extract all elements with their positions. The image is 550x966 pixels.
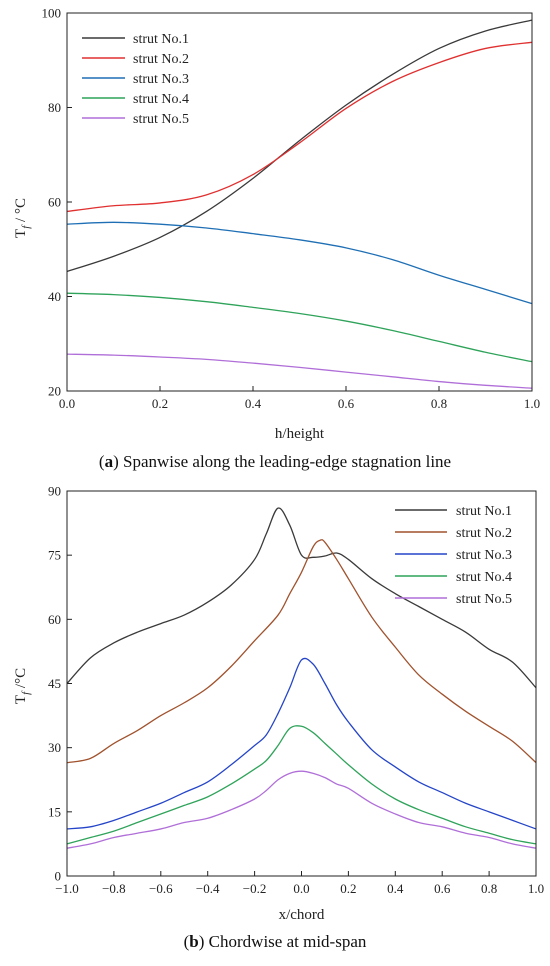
chart-a-plot-frame xyxy=(66,12,533,392)
chart-b-series-group xyxy=(66,507,537,849)
chart-a-legend-label-2: strut No.2 xyxy=(133,52,189,67)
chart-a-spanwise: 0.0 0.2 0.4 0.6 0.8 1.0 20 40 60 80 100 h/height Tf … xyxy=(13,6,540,443)
chart-b-series-line-4 xyxy=(66,725,537,845)
chart-b-y-axis-label-main: T xyxy=(13,695,29,704)
chart-b-legend-label-1: strut No.1 xyxy=(456,504,512,519)
chart-b-x-tick-label: −0.4 xyxy=(196,881,220,896)
chart-b-x-axis-label: x/chord xyxy=(279,907,325,923)
chart-a-legend-label-4: strut No.4 xyxy=(133,92,189,107)
chart-b-x-tick-label: 0.8 xyxy=(481,881,497,896)
chart-a-legend-label-5: strut No.5 xyxy=(133,112,189,127)
chart-a-x-tick-label: 0.6 xyxy=(338,396,355,411)
chart-a-series-line-2 xyxy=(66,41,533,213)
chart-b-series-line-5 xyxy=(66,770,537,849)
chart-a-y-tick-label: 100 xyxy=(42,6,62,21)
chart-a-y-axis-label: Tf / °C xyxy=(13,198,32,238)
chart-b-y-tick-label: 15 xyxy=(48,804,61,819)
chart-b-y-tick-label: 0 xyxy=(55,869,62,884)
chart-b-x-tick-label: −0.8 xyxy=(102,881,126,896)
chart-b-legend: strut No.1 strut No.2 strut No.3 strut No.4… xyxy=(395,504,512,607)
chart-b-y-axis-label: Tf /°C xyxy=(13,668,32,704)
chart-b-x-tick-label: 0.6 xyxy=(434,881,451,896)
chart-a-series-group xyxy=(66,19,533,389)
chart-a-y-tick-label: 60 xyxy=(48,195,61,210)
chart-a-x-tick-label: 0.2 xyxy=(152,396,168,411)
caption-a: (a) Spanwise along the leading-edge stag… xyxy=(98,452,452,471)
chart-a-y-axis-label-sub: f xyxy=(20,224,32,229)
chart-a-y-axis-label-unit: / °C xyxy=(13,198,29,226)
chart-b-x-tick-label: −0.2 xyxy=(243,881,267,896)
chart-a-series-line-1 xyxy=(66,19,533,273)
chart-b-series-line-1 xyxy=(66,507,537,689)
chart-a-y-tick-label: 80 xyxy=(48,100,61,115)
chart-a-series-line-3 xyxy=(66,221,533,305)
chart-a-y-tick-label: 20 xyxy=(48,384,61,399)
chart-a-x-tick-label: 0.0 xyxy=(59,396,75,411)
chart-a-x-tick-label: 1.0 xyxy=(524,396,540,411)
caption-b: (b) Chordwise at mid-span xyxy=(183,932,367,951)
chart-b-legend-label-5: strut No.5 xyxy=(456,592,512,607)
chart-b-legend-label-3: strut No.3 xyxy=(456,548,512,563)
caption-a-text: Spanwise along the leading-edge stagnati… xyxy=(122,452,452,471)
chart-a-y-tick-label: 40 xyxy=(48,289,61,304)
chart-b-x-tick-label: −1.0 xyxy=(55,881,79,896)
chart-b-legend-label-2: strut No.2 xyxy=(456,526,512,541)
chart-a-legend-label-3: strut No.3 xyxy=(133,72,189,87)
chart-b-legend-label-4: strut No.4 xyxy=(456,570,512,585)
chart-b-y-tick-label: 30 xyxy=(48,740,61,755)
chart-b-x-tick-label: 1.0 xyxy=(528,881,544,896)
chart-b-x-tick-label: 0.2 xyxy=(340,881,356,896)
chart-b-x-tick-label: −0.6 xyxy=(149,881,173,896)
caption-b-text: Chordwise at mid-span xyxy=(208,932,367,951)
chart-b-series-line-3 xyxy=(66,657,537,830)
chart-b-x-tick-label: 0.0 xyxy=(293,881,309,896)
chart-b-x-tick-label: 0.4 xyxy=(387,881,404,896)
chart-a-series-line-4 xyxy=(66,292,533,363)
chart-b-y-axis-label-unit: /°C xyxy=(13,668,29,692)
chart-a-series-line-5 xyxy=(66,353,533,389)
chart-a-y-axis-label-main: T xyxy=(13,229,29,238)
chart-b-y-axis-label-sub: f xyxy=(20,690,32,695)
chart-a-x-tick-label: 0.4 xyxy=(245,396,262,411)
chart-b-y-tick-label: 90 xyxy=(48,484,61,499)
chart-a-legend-label-1: strut No.1 xyxy=(133,32,189,47)
chart-a-legend: strut No.1 strut No.2 strut No.3 strut No.4… xyxy=(82,32,189,127)
chart-b-y-tick-label: 75 xyxy=(48,548,61,563)
chart-b-series-line-2 xyxy=(66,539,537,764)
chart-a-x-tick-label: 0.8 xyxy=(431,396,447,411)
chart-b-y-tick-label: 45 xyxy=(48,676,61,691)
chart-a-x-axis-label: h/height xyxy=(275,426,325,442)
caption-b-letter: b xyxy=(189,932,199,951)
chart-b-y-tick-label: 60 xyxy=(48,612,61,627)
chart-b-chordwise: −1.0 −0.8 −0.6 −0.4 −0.2 0.0 0.2 0.4 0.6 0.8 1.0 0 1… xyxy=(13,484,544,924)
caption-a-letter: a xyxy=(104,452,114,471)
